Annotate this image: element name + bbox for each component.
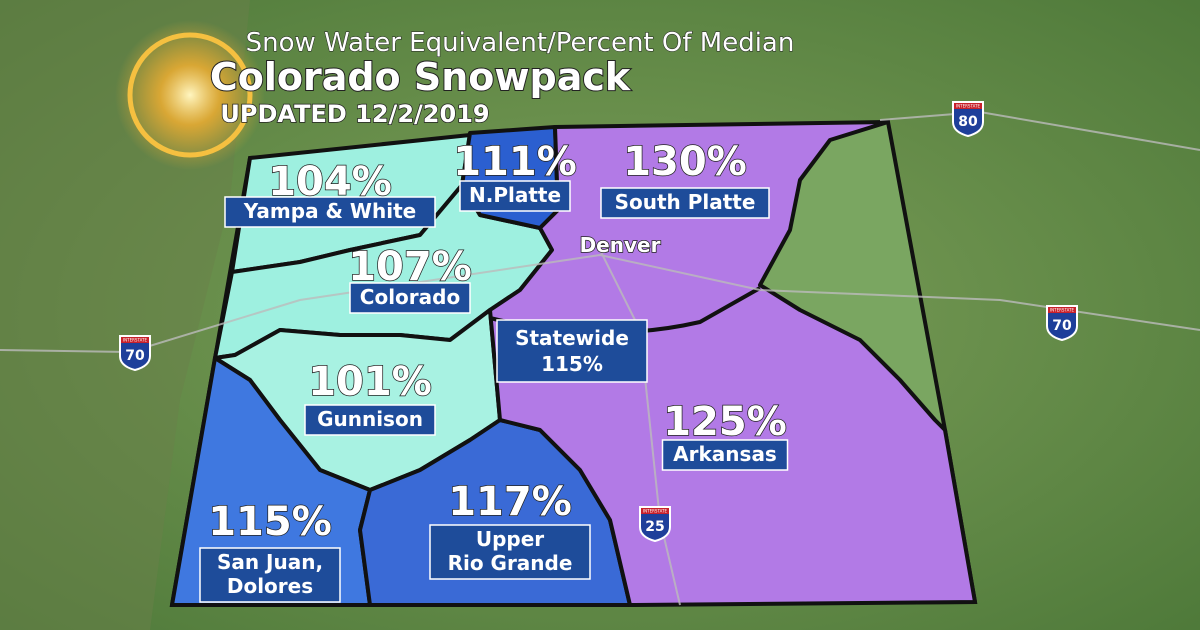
region-name: Rio Grande: [448, 551, 573, 575]
region-name: San Juan,: [217, 550, 323, 574]
region-percent: 117%: [448, 479, 572, 525]
region-name: Gunnison: [317, 407, 423, 431]
shield-label: INTERSTATE: [123, 338, 147, 343]
region-percent: 104%: [268, 159, 392, 205]
shield-top: [641, 508, 669, 514]
region-name-box: [459, 180, 571, 212]
region-name-box: [224, 196, 436, 228]
region-platte-arkansas: [488, 120, 977, 607]
shield-top: [121, 337, 149, 343]
region-percent: 130%: [623, 139, 747, 185]
region-name: N.Platte: [469, 183, 561, 207]
city-label: Denver: [580, 233, 661, 257]
interstate-shield: [119, 335, 151, 372]
region-percent: 101%: [308, 359, 432, 405]
subtitle: Snow Water Equivalent/Percent Of Median: [246, 28, 795, 58]
region-name-box: [600, 187, 770, 219]
region-name: Dolores: [227, 574, 313, 598]
region-name-box: [429, 524, 591, 580]
region-percent: 111%: [453, 139, 577, 185]
region-name: Upper: [476, 527, 544, 551]
region-name: Yampa & White: [243, 199, 416, 223]
region-name: South Platte: [615, 190, 756, 214]
highway-number: 80: [958, 114, 978, 130]
interstate-shield: [952, 101, 984, 138]
region-name-box: [349, 282, 471, 314]
region-name: Colorado: [360, 285, 460, 309]
shield-label: INTERSTATE: [956, 104, 980, 109]
region-percent: 125%: [663, 399, 787, 445]
region-percent: 115%: [208, 499, 332, 545]
shield-label: INTERSTATE: [643, 509, 667, 514]
sun-flare: [115, 20, 265, 170]
highway-number: 70: [125, 348, 145, 364]
region-name-box: [661, 439, 789, 471]
highway-number: 70: [1052, 318, 1072, 334]
region-name-box: [304, 404, 436, 436]
highway-number: 25: [645, 519, 664, 535]
interstate-shield: [1046, 305, 1078, 342]
statewide-percent: 115%: [541, 352, 603, 376]
highway-25: [599, 249, 681, 606]
sun-ring: [127, 32, 253, 158]
statewide-label: Statewide: [515, 326, 629, 350]
region-percent: 107%: [348, 244, 472, 290]
region-name-box: [199, 547, 341, 603]
updated: UPDATED 12/2/2019: [220, 100, 489, 128]
shield-top: [954, 103, 982, 109]
shield-top: [1048, 307, 1076, 313]
shield-label: INTERSTATE: [1050, 308, 1074, 313]
interstate-shield: [639, 506, 671, 543]
region-name: Arkansas: [673, 442, 777, 466]
title: Colorado Snowpack: [210, 55, 631, 99]
statewide-box: [496, 319, 648, 383]
